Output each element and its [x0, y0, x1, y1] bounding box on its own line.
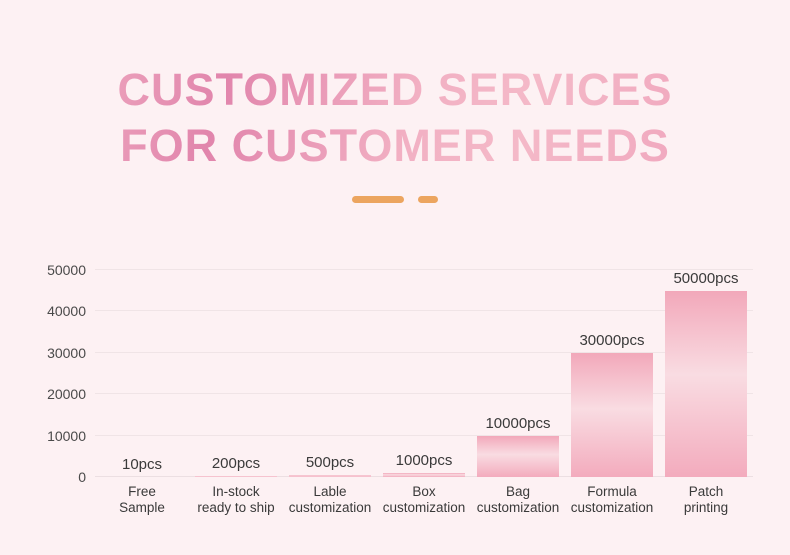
bar-value-label: 500pcs	[305, 453, 355, 471]
gridline	[95, 269, 753, 270]
y-axis-tick-label: 0	[78, 469, 86, 485]
category-label: Formula customization	[570, 484, 654, 515]
gridline	[95, 393, 753, 395]
bar-column: 10pcs	[95, 270, 189, 477]
bar-column: 30000pcs	[565, 270, 659, 477]
bar-column: 10000pcs	[471, 270, 565, 477]
bar	[571, 352, 653, 477]
category-label: In-stock ready to ship	[197, 484, 275, 515]
bar-value-label: 200pcs	[211, 455, 261, 473]
category-label: Bag customization	[476, 484, 560, 515]
bar	[477, 435, 559, 477]
bars-container: 10pcs 200pcs 500pcs 1000pcs 10000pcs 30000pcs…	[95, 270, 753, 477]
category-label: Free Sample	[119, 484, 165, 515]
bar	[195, 476, 277, 477]
y-axis-tick-label: 30000	[47, 344, 86, 361]
y-axis-tick-label: 50000	[47, 262, 86, 278]
gridline	[95, 310, 753, 312]
bar	[289, 474, 371, 477]
bar-value-label: 10pcs	[121, 455, 163, 473]
gridline	[95, 434, 753, 436]
category-label: Box customization	[382, 484, 466, 515]
bar-column: 1000pcs	[377, 270, 471, 477]
bar-value-label: 50000pcs	[673, 270, 739, 287]
page-title-line-1: CUSTOMIZED SERVICES	[117, 64, 673, 115]
bar-value-label: 10000pcs	[485, 414, 551, 432]
y-axis-tick-label: 40000	[47, 303, 86, 320]
y-axis-tick-label: 20000	[47, 386, 86, 403]
gridline	[95, 351, 753, 353]
bar	[665, 291, 747, 477]
title-underline-dashes	[0, 196, 790, 203]
page-title-line-2: FOR CUSTOMER NEEDS	[120, 120, 670, 171]
bar-value-label: 1000pcs	[395, 451, 453, 469]
dash-short	[418, 196, 438, 203]
page-title: CUSTOMIZED SERVICES FOR CUSTOMER NEEDS	[0, 62, 790, 174]
dash-long	[352, 196, 404, 203]
category-label: Patch printing	[683, 484, 729, 515]
bar-value-label: 30000pcs	[579, 331, 645, 349]
category-axis: Free Sample In-stock ready to ship Lable c…	[95, 484, 753, 516]
bar-column: 200pcs	[189, 270, 283, 477]
bar	[383, 472, 465, 477]
y-axis-tick-label: 10000	[47, 427, 86, 444]
category-label: Lable customization	[288, 484, 372, 515]
bar-column: 50000pcs	[659, 270, 753, 477]
bar-chart: 0 10000 20000 30000 40000 50000 10pcs 200pcs 50…	[47, 263, 753, 515]
bar-column: 500pcs	[283, 270, 377, 477]
